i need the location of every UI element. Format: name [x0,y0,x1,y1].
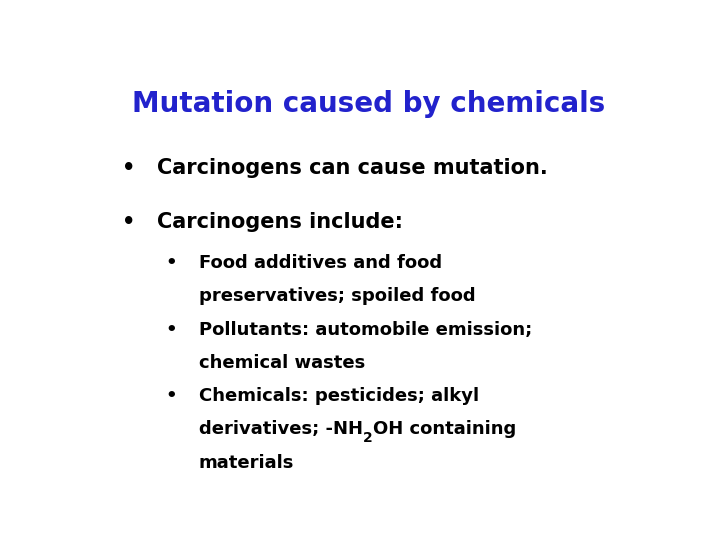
Text: OH containing: OH containing [372,420,516,438]
Text: •: • [165,254,176,272]
Text: Carcinogens include:: Carcinogens include: [157,212,403,232]
Text: 2: 2 [363,431,372,445]
Text: chemical wastes: chemical wastes [199,354,365,372]
Text: preservatives; spoiled food: preservatives; spoiled food [199,287,475,305]
Text: Chemicals: pesticides; alkyl: Chemicals: pesticides; alkyl [199,387,479,405]
Text: •: • [122,158,136,178]
Text: •: • [165,387,176,405]
Text: Food additives and food: Food additives and food [199,254,442,272]
Text: materials: materials [199,454,294,471]
Text: derivatives; -NH: derivatives; -NH [199,420,363,438]
Text: 2: 2 [363,431,372,445]
Text: Pollutants: automobile emission;: Pollutants: automobile emission; [199,321,532,339]
Text: •: • [165,321,176,339]
Text: •: • [122,212,136,232]
Text: Mutation caused by chemicals: Mutation caused by chemicals [132,90,606,118]
Text: Carcinogens can cause mutation.: Carcinogens can cause mutation. [157,158,548,178]
